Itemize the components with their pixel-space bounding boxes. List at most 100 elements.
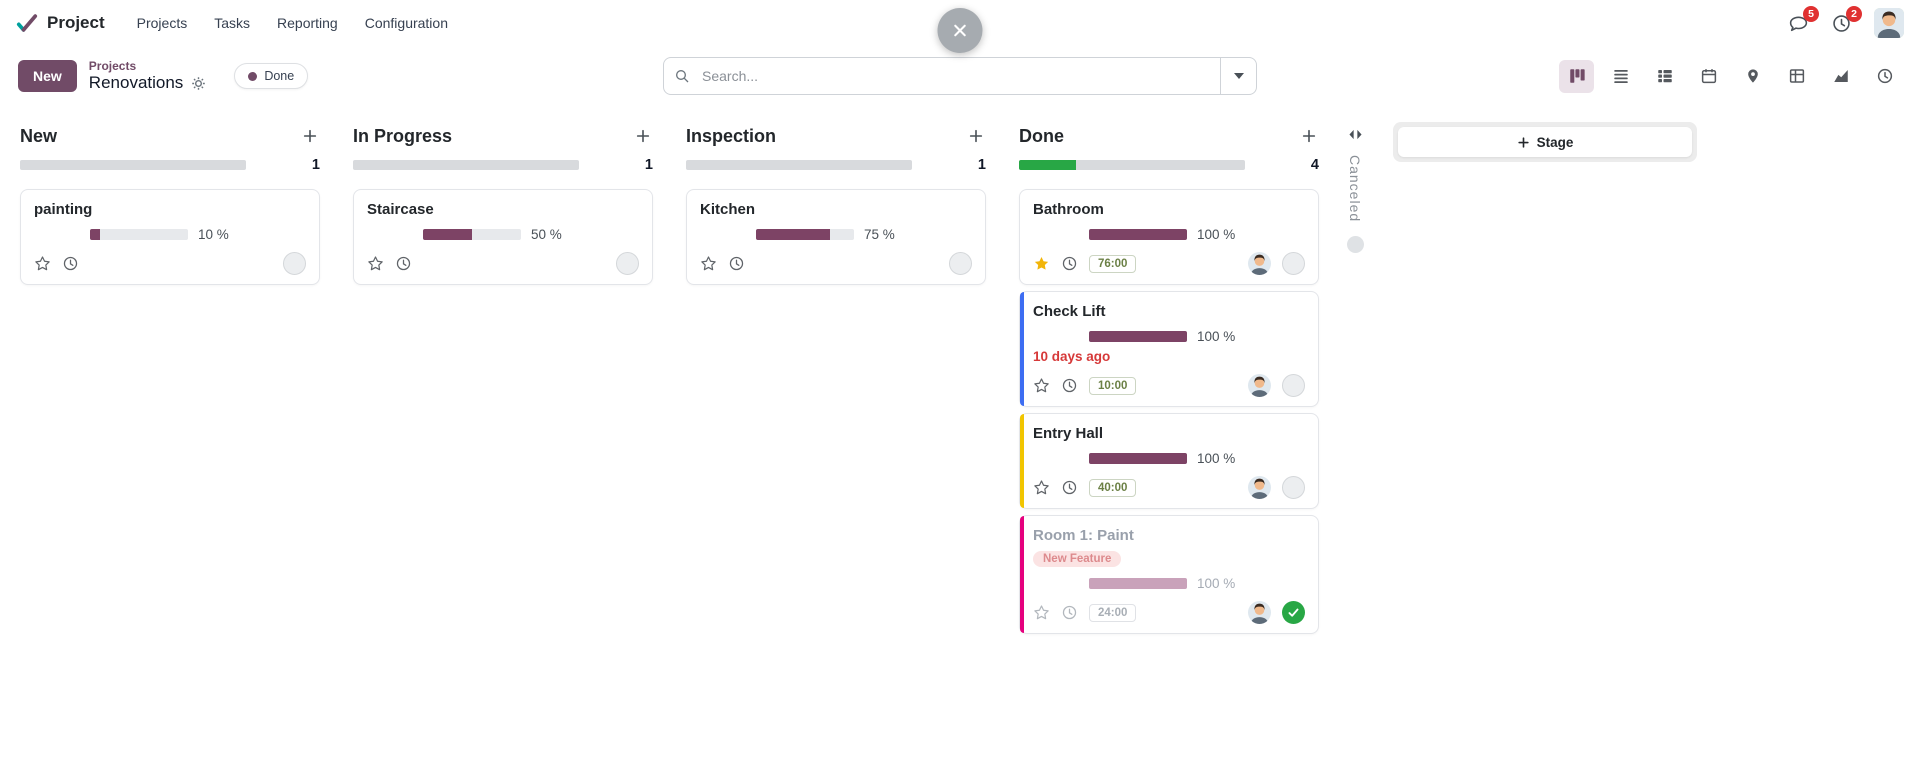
menu-reporting[interactable]: Reporting <box>277 15 338 31</box>
tag-new-feature[interactable]: New Feature <box>1033 551 1122 567</box>
hours-badge[interactable]: 10:00 <box>1089 376 1137 395</box>
view-map-button[interactable] <box>1735 60 1770 93</box>
view-switcher <box>1559 59 1902 93</box>
view-calendar-button[interactable] <box>1691 60 1726 93</box>
navbar-systray: 5 2 <box>1788 5 1904 38</box>
column-count: 4 <box>1310 157 1319 173</box>
assignee-placeholder[interactable] <box>949 252 972 275</box>
assignee-avatar[interactable] <box>1248 374 1271 397</box>
gear-icon[interactable] <box>191 76 206 91</box>
view-kanban-button[interactable] <box>1559 59 1594 93</box>
task-card-bathroom[interactable]: Bathroom 100 % 76:00 <box>1019 189 1319 285</box>
task-card-entry-hall[interactable]: Entry Hall 100 % 40:00 <box>1019 413 1319 509</box>
filter-facet-done[interactable]: Done <box>234 63 309 89</box>
collapsed-column-canceled[interactable]: Canceled <box>1342 122 1368 254</box>
menu-tasks[interactable]: Tasks <box>214 15 251 31</box>
assignee-avatar[interactable] <box>1248 252 1271 275</box>
search-dropdown-toggle[interactable] <box>1220 58 1256 94</box>
hours-badge[interactable]: 40:00 <box>1089 478 1137 497</box>
star-icon[interactable] <box>34 255 51 272</box>
search-input[interactable] <box>700 67 1220 85</box>
breadcrumb-projects-link[interactable]: Projects <box>88 58 137 73</box>
view-graph-button[interactable] <box>1823 60 1858 93</box>
expand-icon[interactable] <box>1348 128 1363 141</box>
new-button[interactable]: New <box>18 60 77 92</box>
activities-button[interactable]: 2 <box>1831 5 1862 34</box>
add-task-button[interactable] <box>300 126 320 146</box>
hours-badge[interactable]: 24:00 <box>1089 603 1137 622</box>
task-card-kitchen[interactable]: Kitchen 75 % <box>686 189 986 285</box>
close-button[interactable] <box>937 8 983 53</box>
menu-configuration[interactable]: Configuration <box>364 15 448 31</box>
star-icon[interactable] <box>700 255 717 272</box>
view-pivot-button[interactable] <box>1779 60 1814 93</box>
assignee-placeholder[interactable] <box>1282 252 1305 275</box>
star-icon[interactable] <box>367 255 384 272</box>
menu-projects[interactable]: Projects <box>136 15 188 31</box>
task-title: Kitchen <box>700 201 756 218</box>
assignee-placeholder[interactable] <box>1282 374 1305 397</box>
star-icon[interactable] <box>1033 377 1050 394</box>
odoo-logo-icon[interactable] <box>16 12 38 34</box>
clock-icon[interactable] <box>728 255 745 272</box>
clock-icon[interactable] <box>1061 604 1078 621</box>
column-progressbar[interactable] <box>1019 160 1245 170</box>
column-progressbar[interactable] <box>686 160 912 170</box>
kanban-column-done: Done 4 Bathroom 100 % <box>1019 122 1319 634</box>
task-deadline: 10 days ago <box>1033 349 1111 364</box>
app-title[interactable]: Project <box>47 13 105 32</box>
plus-icon <box>636 129 650 143</box>
column-title: Done <box>1019 125 1064 146</box>
task-progress-label: 100 % <box>1197 329 1236 344</box>
clock-icon[interactable] <box>395 255 412 272</box>
star-icon[interactable] <box>1033 255 1050 272</box>
kanban-board: New 1 painting 10 % <box>0 106 1920 634</box>
search-bar <box>663 57 1257 95</box>
hours-badge[interactable]: 76:00 <box>1089 254 1137 273</box>
add-task-button[interactable] <box>966 126 986 146</box>
assignee-placeholder[interactable] <box>1282 476 1305 499</box>
add-stage-label: Stage <box>1536 134 1574 150</box>
clock-icon[interactable] <box>1061 377 1078 394</box>
assignee-avatar[interactable] <box>1248 601 1271 624</box>
plus-icon <box>303 129 317 143</box>
assignee-avatar[interactable] <box>1248 476 1271 499</box>
task-title: Room 1: Paint <box>1033 527 1134 544</box>
task-card-staircase[interactable]: Staircase 50 % <box>353 189 653 285</box>
messages-button[interactable]: 5 <box>1788 5 1819 34</box>
view-list-button[interactable] <box>1603 60 1638 93</box>
assignee-placeholder[interactable] <box>616 252 639 275</box>
column-progressbar[interactable] <box>353 160 579 170</box>
star-icon[interactable] <box>1033 479 1050 496</box>
task-done-check[interactable] <box>1282 601 1305 624</box>
search-icon <box>674 68 690 84</box>
task-card-room-1-paint[interactable]: Room 1: Paint New Feature 100 % 24:00 <box>1019 515 1319 634</box>
view-detailed-list-button[interactable] <box>1647 60 1682 93</box>
task-progressbar <box>1089 578 1187 589</box>
task-card-check-lift[interactable]: Check Lift 100 % 10 days ago 10:00 <box>1019 291 1319 407</box>
clock-icon <box>1877 68 1892 84</box>
card-color-edge <box>1020 292 1024 406</box>
add-stage-button[interactable]: Stage <box>1398 127 1692 157</box>
task-card-painting[interactable]: painting 10 % <box>20 189 320 285</box>
column-progressbar[interactable] <box>20 160 246 170</box>
plus-icon <box>969 129 983 143</box>
collapsed-column-title: Canceled <box>1347 155 1363 223</box>
star-icon[interactable] <box>1033 604 1050 621</box>
clock-icon[interactable] <box>62 255 79 272</box>
task-progressbar <box>756 229 854 240</box>
clock-icon[interactable] <box>1061 479 1078 496</box>
column-count: 1 <box>644 157 653 173</box>
add-task-button[interactable] <box>633 126 653 146</box>
column-count: 1 <box>311 157 320 173</box>
clock-icon[interactable] <box>1061 255 1078 272</box>
card-color-edge <box>687 190 691 284</box>
task-progressbar <box>1089 229 1187 240</box>
card-color-edge <box>21 190 25 284</box>
breadcrumb-current: Renovations <box>88 73 184 93</box>
user-avatar[interactable] <box>1874 8 1904 38</box>
add-task-button[interactable] <box>1299 126 1319 146</box>
area-chart-icon <box>1833 70 1848 82</box>
assignee-placeholder[interactable] <box>283 252 306 275</box>
view-activity-button[interactable] <box>1867 60 1902 93</box>
